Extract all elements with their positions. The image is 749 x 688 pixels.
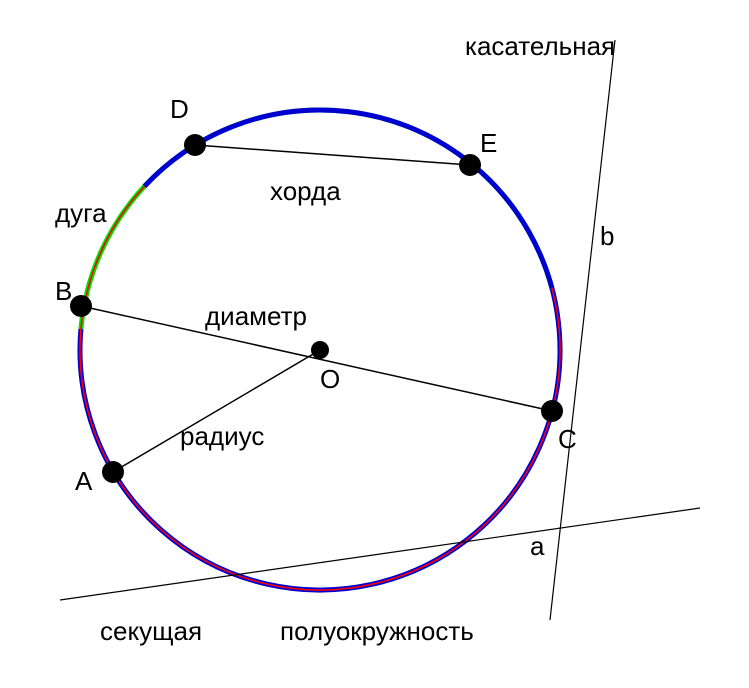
label-c: C: [558, 424, 577, 454]
tangent-label: касательная: [465, 31, 615, 61]
point-b: [70, 295, 92, 317]
radius-label: радиус: [180, 421, 264, 451]
label-b: B: [55, 276, 72, 306]
label-a: A: [75, 466, 93, 496]
arc-label: дуга: [55, 198, 107, 228]
label-o: O: [320, 364, 340, 394]
point-d: [184, 134, 206, 156]
label-e: E: [480, 128, 497, 158]
diameter-line: [81, 306, 552, 411]
circle-diagram: касательная дуга хорда диаметр радиус се…: [0, 0, 749, 688]
semicircle-label: полуокружность: [280, 616, 474, 646]
label-line-b: b: [600, 221, 614, 251]
radius-line: [113, 350, 320, 472]
point-e: [459, 154, 481, 176]
diameter-label: диаметр: [205, 301, 307, 331]
label-line-a: a: [530, 531, 545, 561]
chord-line: [195, 145, 470, 165]
chord-label: хорда: [270, 176, 341, 206]
point-c: [541, 400, 563, 422]
secant-label: секущая: [100, 616, 202, 646]
point-a: [102, 461, 124, 483]
point-o: [311, 341, 329, 359]
label-d: D: [170, 94, 189, 124]
